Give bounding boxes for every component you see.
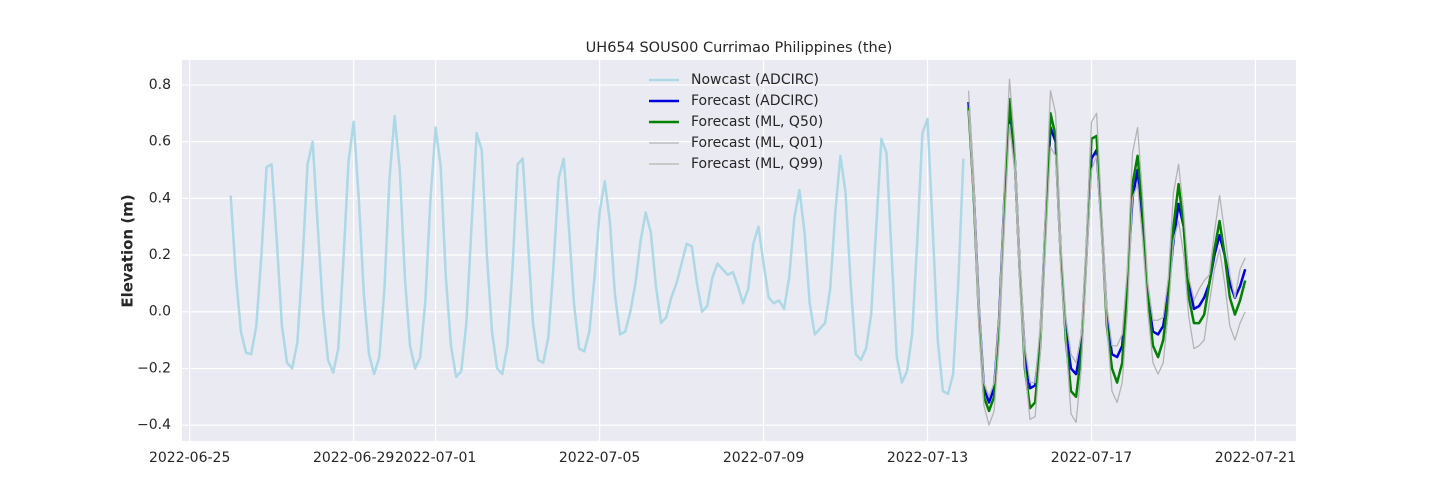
- x-tick-label: 2022-06-25: [149, 450, 230, 466]
- y-tick-label: −0.4: [137, 417, 171, 433]
- x-tick-label: 2022-07-17: [1051, 450, 1132, 466]
- series-line: [229, 114, 965, 396]
- x-tick-label: 2022-07-13: [887, 450, 968, 466]
- legend-label: Forecast (ML, Q01): [691, 135, 823, 151]
- y-axis-label: Elevation (m): [119, 194, 137, 307]
- series-lines: [229, 78, 1247, 426]
- chart-title: UH654 SOUS00 Currimao Philippines (the): [586, 40, 893, 56]
- series-line: [967, 78, 1246, 398]
- legend-label: Forecast (ADCIRC): [691, 93, 819, 109]
- y-tick-label: 0.8: [149, 77, 171, 93]
- legend-label: Forecast (ML, Q99): [691, 156, 823, 172]
- x-tick-label: 2022-06-29: [313, 450, 394, 466]
- y-tick-label: 0.2: [149, 247, 171, 263]
- x-tick-label: 2022-07-09: [723, 450, 804, 466]
- y-tick-label: 0.4: [149, 190, 171, 206]
- y-tick-label: 0.0: [149, 304, 171, 320]
- series-line: [967, 110, 1246, 426]
- legend-label: Forecast (ML, Q50): [691, 114, 823, 130]
- x-tick-label: 2022-07-01: [395, 450, 476, 466]
- y-tick-label: −0.2: [137, 360, 171, 376]
- x-tick-label: 2022-07-05: [559, 450, 640, 466]
- legend: Nowcast (ADCIRC) Forecast (ADCIRC) Forecas…: [649, 72, 823, 172]
- y-tick-label: 0.6: [149, 134, 171, 150]
- x-tick-label: 2022-07-21: [1215, 450, 1296, 466]
- legend-label: Nowcast (ADCIRC): [691, 72, 819, 88]
